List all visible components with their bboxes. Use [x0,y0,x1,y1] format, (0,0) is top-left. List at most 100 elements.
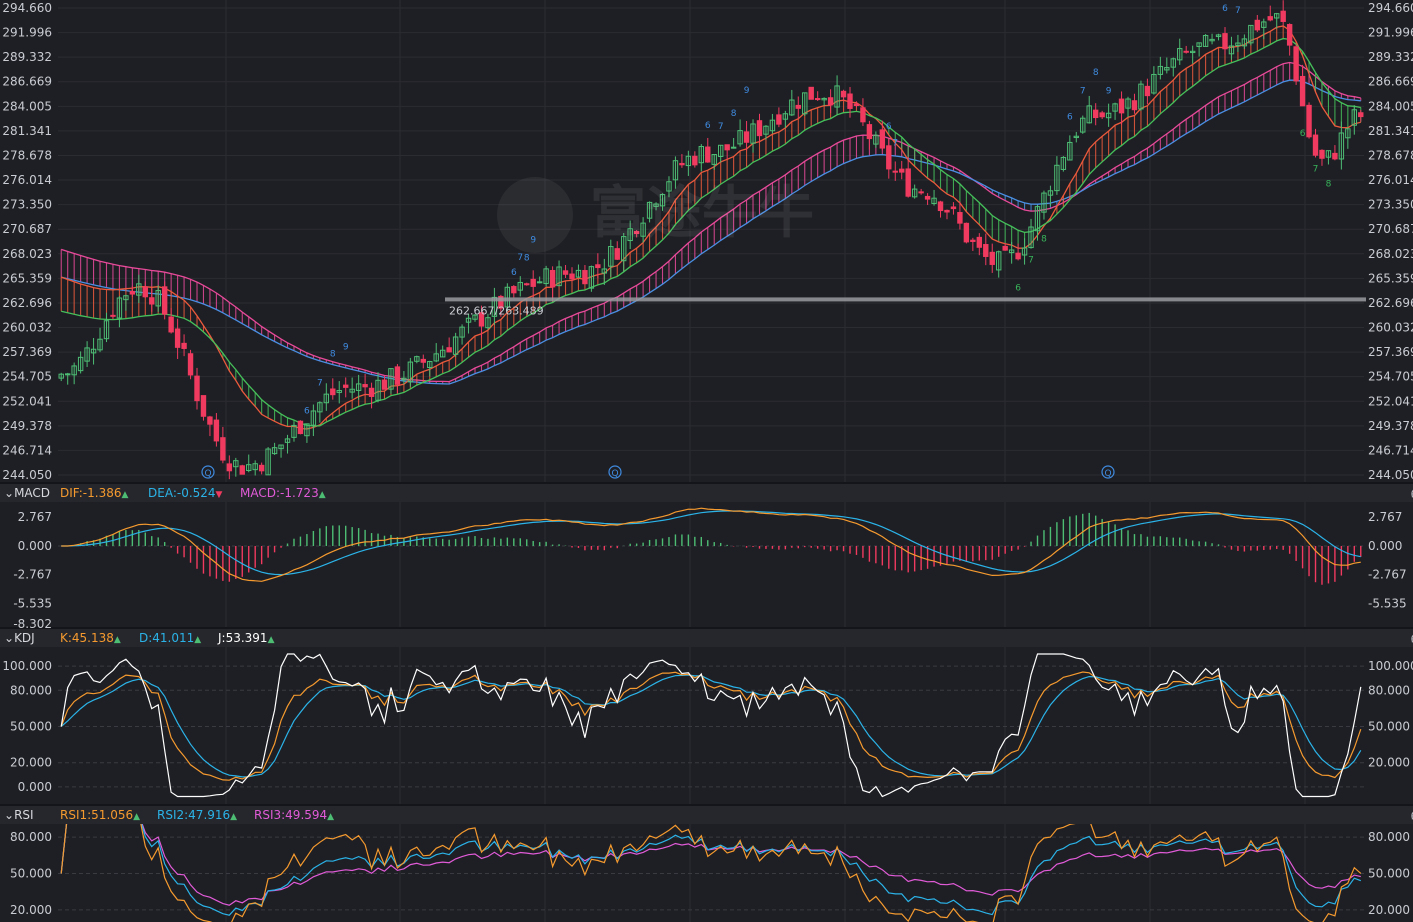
kdj-j-arrow: ▲ [267,635,275,645]
kdj-name: KDJ [14,631,35,645]
candle-body [1241,38,1248,47]
candle-body [1345,128,1351,139]
candle-body [1254,19,1261,31]
kdj-panel[interactable] [58,653,1364,798]
candle-body [446,347,452,353]
candle-body [595,264,601,269]
kdj-tick-right: 80.000 [1368,683,1410,697]
price-tick-right: 289.332 [1368,50,1413,64]
candle-body [1073,135,1079,139]
short-ma-band-edge [61,37,1361,427]
candle-body [207,416,213,425]
price-tick-right: 249.378 [1368,419,1413,433]
candle-body [1222,33,1228,50]
candle-body [1060,156,1067,170]
sequence-count-label: 9 [744,86,750,96]
macd-panel[interactable] [58,507,1364,585]
candle-body [1054,164,1060,192]
close-icon[interactable]: ⨂ [1411,629,1413,647]
candle-body [213,419,220,442]
candle-body [847,93,853,109]
rsi-title[interactable]: ⌄RSI [4,808,34,822]
gear-icon[interactable]: ⚙ [1411,806,1413,824]
macd-header: ⌄MACD DIF:-1.386▲ DEA:-0.524▼ MACD:-1.72… [0,484,1413,502]
gear-icon[interactable]: ⚙ [1411,484,1413,502]
long-ma-band-edge [61,61,1361,383]
candle-body [168,316,174,333]
sequence-count-label: 7 [1313,164,1319,174]
rsi-tick-right: 50.000 [1368,867,1410,881]
candle-body [853,103,860,107]
candle-body [323,393,330,404]
candle-body [452,336,459,355]
macd-tick-left: -8.302 [13,617,52,631]
candlesticks [58,0,1364,480]
candle-body [621,236,627,262]
sequence-count-label: 6 [705,121,711,131]
candle-body [924,195,931,200]
close-icon[interactable]: ⨂ [1411,806,1413,824]
candle-body [814,98,821,101]
sequence-count-label: 9 [530,235,536,245]
rsi-tick-left: 20.000 [10,903,52,917]
candle-body [1125,98,1131,109]
candle-body [1164,67,1170,71]
sequence-count-label: 9 [343,342,349,352]
expand-icon[interactable]: ⤢ [1411,806,1413,824]
kdj-header: ⌄KDJ K:45.138▲ D:41.011▲ J:53.391▲ ⤢⨂⚙ [0,629,1413,647]
price-tick-right: 286.669 [1368,75,1413,89]
candle-body [459,326,465,338]
candle-body [653,203,659,207]
price-tick-left: 257.369 [2,345,52,359]
candle-body [310,410,317,426]
candle-body [556,266,562,287]
price-tick-right: 281.341 [1368,124,1413,138]
kdj-k-line [60,671,1362,781]
candle-body [1041,192,1047,213]
watermark-logo [497,177,573,253]
candle-body [549,269,556,288]
candle-body [252,463,258,471]
short-ma-band-edge [60,25,1361,430]
macd-title[interactable]: ⌄MACD [4,486,51,500]
candle-body [1099,112,1105,118]
candle-body [1280,10,1286,22]
event-marker-label: Q [611,469,618,479]
macd-tick-right: -5.535 [1368,596,1407,610]
candle-body [1105,112,1112,119]
candle-body [375,379,381,401]
event-marker-icon [1101,465,1115,479]
price-tick-right: 291.996 [1368,26,1413,40]
kdj-title[interactable]: ⌄KDJ [4,631,35,645]
candle-body [343,384,349,388]
expand-icon[interactable]: ⤢ [1411,484,1413,502]
price-tick-right: 254.705 [1368,370,1413,384]
candle-body [866,124,873,140]
expand-icon[interactable]: ⤢ [1411,629,1413,647]
rsi-header: ⌄RSI RSI1:51.056▲ RSI2:47.916▲ RSI3:49.5… [0,806,1413,824]
candle-body [58,373,64,379]
candle-body [730,146,737,149]
rsi-2-arrow: ▲ [230,812,238,822]
price-tick-right: 265.359 [1368,271,1413,285]
candle-body [414,356,420,362]
candle-body [918,191,924,194]
candle-body [498,295,504,309]
price-tick-left: 284.005 [2,99,52,113]
macd-tick-left: -2.767 [13,568,52,582]
candle-body [1086,105,1092,124]
candle-body [116,297,123,319]
candle-body [284,438,291,443]
gear-icon[interactable]: ⚙ [1411,629,1413,647]
candle-body [944,209,950,213]
panel-separator [0,482,1413,484]
rsi-panel[interactable] [58,812,1364,922]
candle-body [1112,103,1118,112]
price-tick-left: 278.678 [2,148,52,162]
kdj-tick-left: 0.000 [18,780,52,794]
candle-body [672,160,679,181]
candle-body [937,201,944,212]
close-icon[interactable]: ⨂ [1411,484,1413,502]
